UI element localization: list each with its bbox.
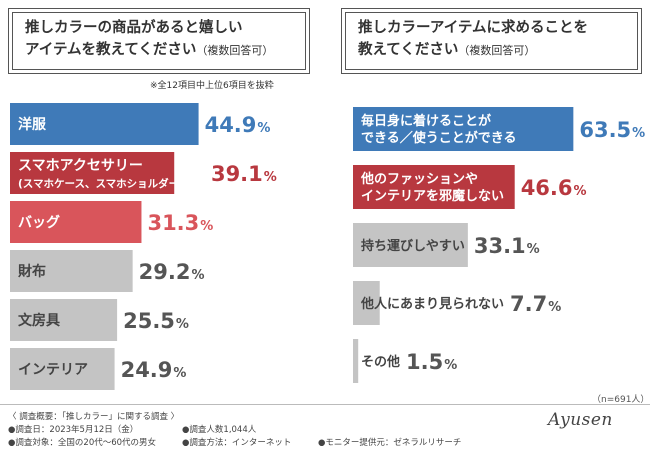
footer-divider [0,404,650,405]
right-value-4: 1.5 [406,350,443,374]
right-label-1-line1: インテリアを邪魔しない [361,188,504,204]
right-label-4: その他 [361,354,400,370]
left-value-unit-2: % [200,219,213,234]
left-bar-2 [10,201,142,243]
left-value-unit-4: % [176,317,189,332]
left-bar-4 [10,299,118,341]
left-bar-1 [10,152,175,194]
left-label-5: インテリア [18,362,88,378]
right-bar-3 [353,281,380,325]
right-value-2: 33.1 [474,234,526,258]
left-label-0: 洋服 [18,116,47,133]
footer-method: ●調査方法：インターネット [182,438,292,448]
right-bar-0 [353,107,574,151]
left-value-unit-5: % [173,366,186,381]
left-label-3: 財布 [17,263,46,280]
left-value-0: 44.9 [205,113,257,137]
footer-date: ●調査日：2023年5月12日（金） [8,425,139,435]
right-value-unit-3: % [548,300,561,315]
right-value-1: 46.6 [521,176,573,200]
right-bar-4 [353,339,359,383]
left-label-2: バッグ [18,214,60,231]
footer-survey: 〈 調査概要：「推しカラー」に関する調査 〉 [8,412,180,422]
right-bar-1 [353,165,515,209]
right-label-3: 他人にあまり見られない [360,296,504,312]
right-label-1-line0: 他のファッションや [360,171,478,187]
left-bar-5 [10,348,115,390]
left-question-box: 推しカラーの商品があると嬉しい アイテムを教えてください（複数回答可） [8,8,310,74]
right-label-0-line1: できる／使うことができる [361,130,516,146]
left-label-4: 文房具 [18,312,60,329]
left-value-unit-3: % [191,268,204,283]
left-value-5: 24.9 [121,358,173,382]
excerpt-note: ※全12項目中上位6項目を抜粋 [150,81,274,91]
right-value-3: 7.7 [510,292,547,316]
right-bar-2 [353,223,468,267]
left-bar-3 [10,250,133,292]
signature-logo: Ayusen [548,410,613,430]
right-label-2: 持ち運びしやすい [361,238,465,254]
footer-provider: ●モニター提供元：ゼネラルリサーチ [318,438,462,448]
sample-size: （n=691人） [592,395,650,405]
left-label-1-line0: スマホアクセサリー [18,158,143,174]
right-value-unit-4: % [444,358,457,373]
right-value-unit-1: % [574,184,587,199]
right-label-0-line0: 毎日身に着けることが [361,113,491,129]
right-question-box: 推しカラーアイテムに求めることを 教えてください（複数回答可） [341,8,642,74]
footer-target: ●調査対象：全国の20代～60代の男女 [8,438,157,448]
footer-respondents: ●調査人数1,044人 [182,425,257,435]
right-value-unit-0: % [632,126,645,141]
left-label-1-line1: (スマホケース、スマホショルダーなど) [18,177,205,190]
left-value-2: 31.3 [147,211,199,235]
right-value-unit-2: % [527,242,540,257]
left-value-1: 39.1 [211,162,263,186]
left-value-3: 29.2 [139,260,191,284]
left-bar-0 [10,103,199,145]
left-value-4: 25.5 [123,309,175,333]
left-value-unit-1: % [264,170,277,185]
left-value-unit-0: % [257,121,270,136]
right-value-0: 63.5 [579,118,631,142]
